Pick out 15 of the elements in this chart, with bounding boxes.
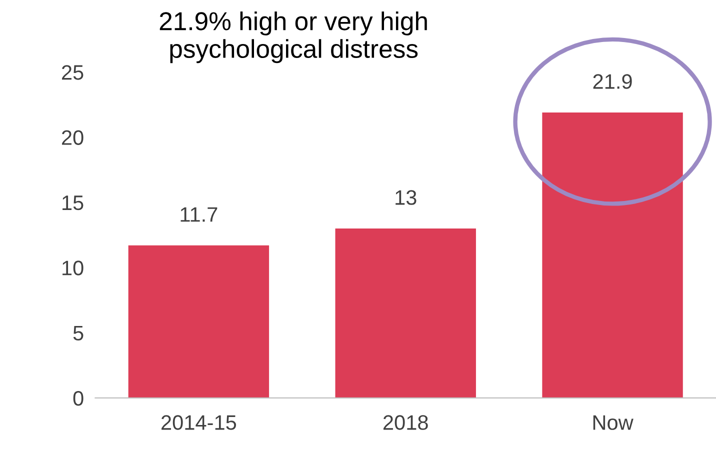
y-tick-label: 0 [73, 390, 84, 406]
y-tick-label: 10 [62, 260, 84, 276]
y-tick-label: 20 [62, 130, 84, 145]
x-tick-label: Now [593, 415, 634, 430]
data-label: 13 [396, 190, 416, 205]
x-tick-label: 2018 [383, 415, 428, 430]
y-tick-label: 5 [73, 326, 84, 341]
data-label: 21.9 [593, 74, 632, 89]
y-tick-label: 25 [62, 65, 84, 80]
bar [128, 245, 270, 398]
data-label: 11.7 [180, 207, 218, 222]
x-tick-label: 2014-15 [162, 415, 236, 430]
bar [335, 228, 476, 398]
y-tick-label: 15 [62, 196, 84, 210]
chart-title: 21.9% high or very high psychological distress [160, 11, 427, 64]
